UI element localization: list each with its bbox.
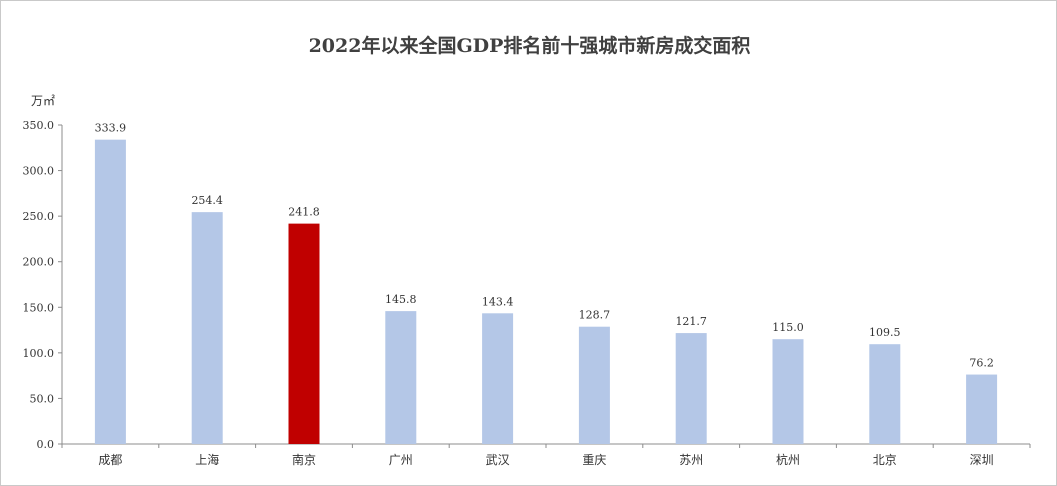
data-label: 115.0 xyxy=(772,321,804,334)
chart-title: 2022年以来全国GDP排名前十强城市新房成交面积 xyxy=(308,35,751,57)
bar xyxy=(772,339,804,444)
x-category-label: 南京 xyxy=(292,452,316,467)
y-tick-label: 350.0 xyxy=(23,119,55,132)
y-tick-label: 250.0 xyxy=(23,210,55,223)
y-tick-label: 100.0 xyxy=(23,347,55,360)
data-label: 128.7 xyxy=(579,309,611,322)
x-category-label: 深圳 xyxy=(970,453,994,467)
x-category-label: 北京 xyxy=(873,453,897,467)
data-label: 254.4 xyxy=(191,194,223,207)
data-label: 143.4 xyxy=(482,295,514,308)
bar xyxy=(482,313,514,444)
y-tick-label: 150.0 xyxy=(23,301,55,314)
data-label: 145.8 xyxy=(385,293,417,306)
x-category-label: 上海 xyxy=(195,452,219,467)
bar xyxy=(966,374,998,444)
data-label: 109.5 xyxy=(869,326,901,339)
data-label: 76.2 xyxy=(969,357,994,370)
bar xyxy=(578,326,610,444)
y-tick-label: 300.0 xyxy=(23,165,55,178)
data-label: 121.7 xyxy=(675,315,707,328)
x-category-label: 苏州 xyxy=(679,453,703,467)
bar xyxy=(675,333,707,444)
x-category-label: 重庆 xyxy=(582,453,606,467)
y-axis-unit-label: 万㎡ xyxy=(31,94,56,108)
bar xyxy=(869,344,901,444)
bar xyxy=(288,223,320,444)
x-category-label: 武汉 xyxy=(486,453,510,467)
x-category-label: 广州 xyxy=(389,453,413,467)
y-tick-label: 50.0 xyxy=(30,392,55,405)
bar xyxy=(385,311,417,444)
x-category-label: 杭州 xyxy=(776,452,800,467)
bar xyxy=(191,212,223,444)
data-label: 241.8 xyxy=(288,206,320,219)
y-tick-label: 200.0 xyxy=(23,256,55,269)
bar xyxy=(94,139,126,444)
x-category-label: 成都 xyxy=(98,453,122,467)
data-label: 333.9 xyxy=(95,122,127,135)
y-tick-label: 0.0 xyxy=(37,438,55,451)
